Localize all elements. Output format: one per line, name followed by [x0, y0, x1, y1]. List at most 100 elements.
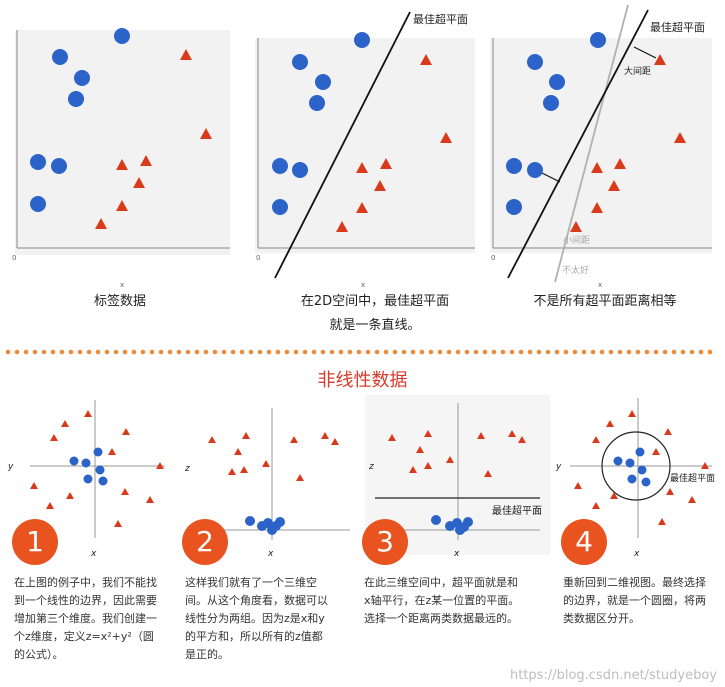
separator-dot [473, 349, 479, 355]
separator-dot [581, 349, 587, 355]
separator-dot [266, 349, 272, 355]
separator-dot [311, 349, 317, 355]
separator-dot [275, 349, 281, 355]
separator-dot [671, 349, 677, 355]
separator-dot [104, 349, 110, 355]
separator-dot [446, 349, 452, 355]
x-axis-label-3: x [598, 281, 603, 289]
separator-dot [428, 349, 434, 355]
separator-dot [590, 349, 596, 355]
separator-dot [527, 349, 533, 355]
separator-dot [653, 349, 659, 355]
step-badges [12, 519, 607, 565]
separator-dot [158, 349, 164, 355]
separator-dot [248, 349, 254, 355]
badge-number-3: 3 [376, 525, 394, 558]
origin-label-1: 0 [12, 254, 17, 262]
axis-x-label-b2: x [268, 549, 274, 559]
separator-dot [680, 349, 686, 355]
origin-label-3: 0 [491, 254, 496, 262]
dotted-separator [5, 349, 713, 355]
separator-dot [599, 349, 605, 355]
separator-dot [95, 349, 101, 355]
separator-dot [464, 349, 470, 355]
separator-dot [203, 349, 209, 355]
step-1-text: 在上图的例子中，我们不能找到一个线性的边界，因此需要增加第三个维度。我们创建一个… [14, 576, 157, 661]
separator-dot [347, 349, 353, 355]
caption-2d-line1: 在2D空间中，最佳超平面 [300, 294, 450, 309]
separator-dot [563, 349, 569, 355]
badge-number-4: 4 [575, 525, 593, 558]
caption-labeled-data: 标签数据 [93, 294, 146, 309]
separator-dot [383, 349, 389, 355]
separator-dot [644, 349, 650, 355]
axis-z-label-3: z [369, 462, 374, 472]
badge-number-1: 1 [26, 525, 44, 558]
separator-dot [293, 349, 299, 355]
best-hyperplane-label-b3: 最佳超平面 [492, 506, 542, 517]
watermark: https://blog.csdn.net/studyeboy [509, 668, 717, 683]
x-axis-label-2: x [361, 281, 366, 289]
separator-dot [401, 349, 407, 355]
separator-dot [257, 349, 263, 355]
separator-dot [707, 349, 713, 355]
separator-dot [554, 349, 560, 355]
separator-dot [59, 349, 65, 355]
separator-dot [113, 349, 119, 355]
separator-dot [176, 349, 182, 355]
separator-dot [437, 349, 443, 355]
separator-dot [491, 349, 497, 355]
separator-dot [320, 349, 326, 355]
separator-dot [185, 349, 191, 355]
separator-dot [536, 349, 542, 355]
small-margin-label: 小间距 [563, 236, 591, 246]
separator-dot [41, 349, 47, 355]
separator-dot [545, 349, 551, 355]
separator-dot [689, 349, 695, 355]
axis-x-label-b3: x [454, 549, 460, 559]
axis-x-label-b4: x [634, 549, 640, 559]
step-2-text: 这样我们就有了一个三维空间。从这个角度看，数据可以线性分为两组。因为z是x和y的… [185, 576, 328, 661]
separator-dot [500, 349, 506, 355]
separator-dot [32, 349, 38, 355]
separator-dot [365, 349, 371, 355]
separator-dot [77, 349, 83, 355]
step-3-text: 在此三维空间中，超平面就是和x轴平行，在z某一位置的平面。选择一个距离两类数据最… [364, 576, 520, 625]
separator-dot [608, 349, 614, 355]
x-axis-label-1: x [120, 281, 125, 289]
panel-unequal-hyperplanes [490, 4, 712, 283]
separator-dot [509, 349, 515, 355]
separator-dot [455, 349, 461, 355]
separator-dot [14, 349, 20, 355]
separator-dot [140, 349, 146, 355]
separator-dot [122, 349, 128, 355]
separator-dot [374, 349, 380, 355]
separator-dot [86, 349, 92, 355]
best-hyperplane-label-2: 最佳超平面 [413, 13, 468, 26]
separator-dot [635, 349, 641, 355]
caption-2d-line2: 就是一条直线。 [329, 318, 421, 333]
separator-dot [5, 349, 11, 355]
separator-dot [23, 349, 29, 355]
axis-z-label-2: z [185, 464, 190, 474]
separator-dot [239, 349, 245, 355]
separator-dot [68, 349, 74, 355]
separator-dot [149, 349, 155, 355]
separator-dot [302, 349, 308, 355]
origin-label-2: 0 [256, 254, 261, 262]
separator-dot [518, 349, 524, 355]
not-good-label: 不太好 [562, 266, 590, 276]
best-hyperplane-label-3: 最佳超平面 [650, 21, 705, 34]
separator-dot [572, 349, 578, 355]
separator-dot [410, 349, 416, 355]
separator-dot [167, 349, 173, 355]
separator-dot [698, 349, 704, 355]
badge-number-2: 2 [196, 525, 214, 558]
separator-dot [356, 349, 362, 355]
panel-3d-view [198, 408, 350, 540]
panel-nonlinear-2d [30, 400, 165, 538]
separator-dot [50, 349, 56, 355]
separator-dot [284, 349, 290, 355]
separator-dot [626, 349, 632, 355]
